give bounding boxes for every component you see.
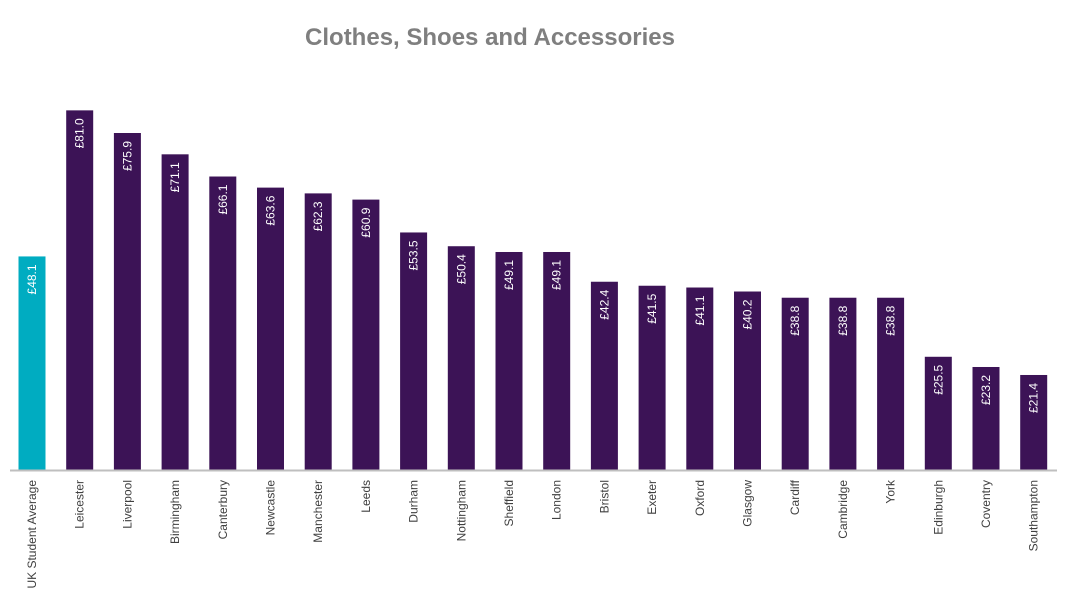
bar-value-label-15: £40.2 [741,299,755,329]
bar-value-label-21: £21.4 [1027,383,1041,413]
category-label-8: Durham [407,480,421,523]
category-label-0: UK Student Average [25,480,39,589]
bar-value-label-17: £38.8 [836,305,850,335]
bar-8 [400,232,428,470]
bar-value-label-9: £50.4 [454,254,468,284]
bar-value-label-5: £63.6 [264,195,278,225]
category-label-7: Leeds [359,480,373,513]
bar-value-label-12: £42.4 [597,289,611,319]
bar-value-label-2: £75.9 [120,141,134,171]
bar-2 [113,133,141,470]
category-label-16: Cardiff [788,479,802,515]
bar-15 [734,291,761,470]
bar-10 [495,251,523,470]
bar-11 [543,251,571,470]
category-label-5: Newcastle [264,480,278,536]
bar-value-label-0: £48.1 [25,264,39,294]
bar-value-label-14: £41.1 [693,295,707,325]
category-label-21: Southampton [1027,480,1041,551]
bar-18 [877,297,905,470]
bar-14 [686,287,714,470]
category-label-2: Liverpool [120,480,134,529]
bar-value-label-8: £53.5 [407,240,421,270]
bar-7 [352,199,380,470]
bar-4 [209,176,237,471]
bar-5 [257,187,284,470]
bar-21 [1020,374,1048,470]
bar-19 [924,356,952,470]
bar-12 [590,281,618,470]
category-label-1: Leicester [73,480,87,529]
bar-6 [304,193,332,470]
bar-value-label-19: £25.5 [931,364,945,394]
category-label-14: Oxford [693,480,707,516]
category-label-4: Canterbury [216,480,230,539]
bar-value-label-18: £38.8 [884,305,898,335]
bar-value-label-20: £23.2 [979,375,993,405]
bar-value-label-7: £60.9 [359,207,373,237]
bar-value-label-10: £49.1 [502,260,516,290]
bar-17 [829,297,857,470]
bar-20 [972,366,1000,470]
bar-value-label-4: £66.1 [216,184,230,214]
bar-9 [447,246,475,470]
category-label-10: Sheffield [502,480,516,526]
category-label-6: Manchester [311,480,325,543]
bar-16 [781,297,809,470]
bar-value-label-6: £62.3 [311,201,325,231]
category-label-15: Glasgow [741,480,755,527]
category-label-3: Birmingham [168,480,182,544]
category-label-20: Coventry [979,480,993,528]
bar-13 [638,285,666,470]
bar-1 [66,110,94,471]
category-label-9: Nottingham [454,480,468,541]
bar-value-label-16: £38.8 [788,305,802,335]
category-label-12: Bristol [597,480,611,513]
category-label-17: Cambridge [836,480,850,539]
category-label-13: Exeter [645,480,659,515]
category-label-11: London [550,480,564,520]
bar-value-label-3: £71.1 [168,162,182,192]
category-label-18: York [884,479,898,504]
bar-value-label-1: £81.0 [73,118,87,148]
bar-0 [18,256,46,470]
bar-value-label-11: £49.1 [550,260,564,290]
chart-title: Clothes, Shoes and Accessories [305,24,675,51]
bar-value-label-13: £41.5 [645,293,659,323]
category-label-19: Edinburgh [931,480,945,535]
bar-3 [161,154,189,471]
